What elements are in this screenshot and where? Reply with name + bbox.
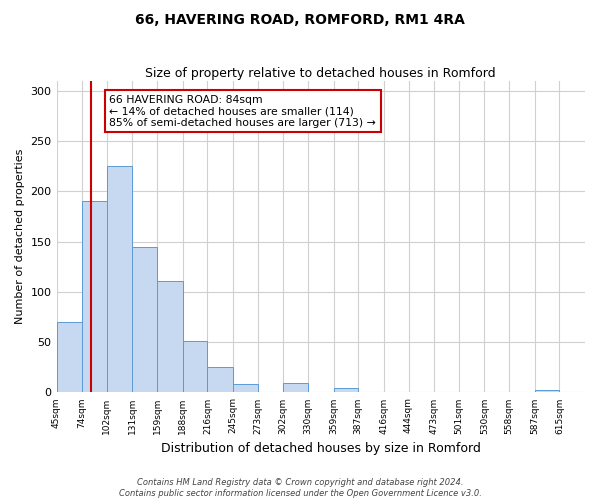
Bar (82, 202, 107, 392)
Bar (107, 166, 133, 392)
Text: Contains HM Land Registry data © Crown copyright and database right 2024.
Contai: Contains HM Land Registry data © Crown c… (119, 478, 481, 498)
Text: 66, HAVERING ROAD, ROMFORD, RM1 4RA: 66, HAVERING ROAD, ROMFORD, RM1 4RA (135, 12, 465, 26)
Text: 66 HAVERING ROAD: 84sqm
← 14% of detached houses are smaller (114)
85% of semi-d: 66 HAVERING ROAD: 84sqm ← 14% of detache… (109, 94, 376, 128)
Bar (56, 322, 82, 392)
Bar (133, 246, 157, 392)
Bar (233, 384, 257, 392)
Bar (283, 384, 308, 392)
Bar (183, 341, 208, 392)
Y-axis label: Number of detached properties: Number of detached properties (15, 149, 25, 324)
Bar (208, 368, 233, 392)
Bar (334, 388, 358, 392)
Bar (157, 281, 183, 392)
X-axis label: Distribution of detached houses by size in Romford: Distribution of detached houses by size … (161, 442, 481, 455)
Bar (535, 390, 559, 392)
Title: Size of property relative to detached houses in Romford: Size of property relative to detached ho… (145, 66, 496, 80)
